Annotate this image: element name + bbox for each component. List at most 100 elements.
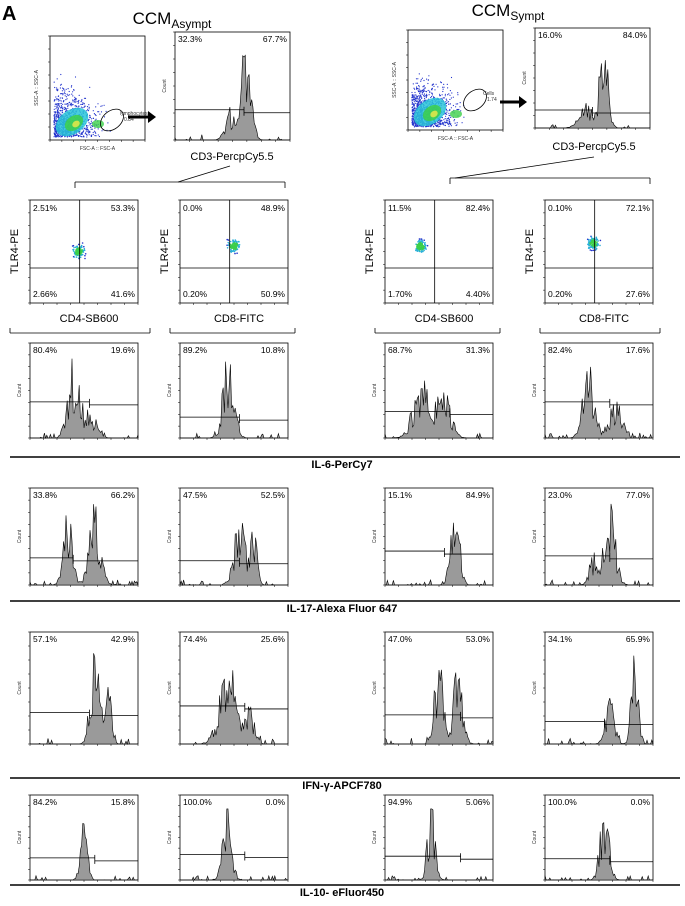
event-dot (463, 116, 465, 118)
event-dot (92, 117, 95, 119)
event-dot (103, 104, 105, 106)
event-dot (590, 241, 593, 244)
event-dot (592, 246, 594, 249)
event-dot (235, 247, 238, 249)
gate-percent: 74.4% (183, 634, 208, 644)
count-label: Count (532, 830, 538, 844)
event-dot (65, 96, 68, 98)
event-dot (60, 73, 62, 76)
event-dot (449, 109, 451, 112)
event-dot (416, 88, 418, 90)
event-dot (434, 89, 436, 91)
event-dot (65, 99, 67, 101)
event-dot (77, 102, 79, 104)
event-dot (226, 238, 228, 241)
event-dot (72, 99, 74, 101)
event-dot (89, 86, 91, 88)
event-dot (446, 101, 448, 103)
event-dot (412, 122, 414, 124)
event-dot (414, 109, 416, 111)
quadrant-x-label: CD8-FITC (214, 313, 264, 325)
event-dot (428, 75, 430, 77)
event-dot (92, 110, 94, 112)
event-dot (417, 95, 419, 97)
event-dot (432, 96, 435, 98)
event-dot (587, 242, 590, 244)
cd3-label: CD3-PercpCy5.5 (190, 151, 273, 163)
event-dot (83, 135, 85, 137)
event-dot (82, 107, 84, 109)
event-dot (417, 78, 419, 80)
event-dot (589, 249, 592, 251)
histogram (30, 823, 138, 881)
group-title: CCMSympt (472, 1, 545, 23)
gate-percent: 34.1% (548, 634, 573, 644)
event-dot (430, 125, 432, 127)
event-dot (80, 106, 82, 108)
count-label: Count (532, 529, 538, 543)
event-dot (446, 113, 448, 115)
event-dot (415, 123, 417, 126)
event-dot (97, 103, 99, 105)
event-dot (418, 250, 421, 253)
event-dot (459, 102, 461, 104)
gate-percent: 100.0% (183, 797, 212, 807)
event-dot (423, 79, 425, 82)
event-dot (418, 244, 420, 246)
event-dot (442, 122, 444, 124)
event-dot (435, 124, 437, 126)
event-dot (592, 249, 595, 252)
plot-frame (544, 199, 654, 304)
event-dot (425, 95, 427, 97)
gate-percent: 31.3% (466, 345, 491, 355)
event-dot (591, 237, 593, 240)
event-dot (444, 118, 446, 120)
quadrant-x-label: CD8-FITC (579, 313, 629, 325)
event-dot (449, 103, 451, 105)
event-dot (444, 122, 447, 124)
event-dot (101, 105, 103, 107)
event-dot (417, 89, 419, 91)
event-dot (58, 104, 60, 106)
event-dot (419, 89, 421, 91)
event-dot (441, 94, 443, 96)
event-dot (595, 238, 598, 241)
event-dot (87, 131, 89, 133)
plot-frame (29, 487, 139, 586)
event-dot (229, 246, 232, 248)
event-dot (64, 90, 66, 92)
event-dot (415, 125, 417, 127)
event-dot (73, 99, 75, 101)
event-dot (440, 81, 442, 83)
event-dot (443, 119, 445, 121)
density-core (430, 110, 438, 118)
event-dot (236, 243, 238, 245)
event-dot (419, 93, 421, 95)
event-dot (431, 92, 433, 94)
event-dot (415, 249, 417, 252)
event-dot (421, 241, 424, 244)
event-dot (454, 122, 456, 124)
event-dot (62, 108, 64, 110)
quadrant-percent: 1.70% (388, 289, 413, 299)
event-dot (441, 120, 443, 122)
event-dot (599, 244, 601, 247)
event-dot (423, 239, 426, 241)
event-dot (459, 106, 461, 108)
event-dot (73, 246, 75, 249)
event-dot (66, 136, 68, 138)
event-dot (448, 93, 450, 95)
event-dot (60, 107, 62, 109)
event-dot (420, 101, 423, 103)
event-dot (422, 86, 424, 88)
event-dot (420, 79, 422, 81)
quadrant-percent: 11.5% (388, 203, 412, 213)
histogram (385, 522, 493, 586)
event-dot (448, 112, 450, 114)
event-dot (412, 108, 414, 111)
event-dot (422, 89, 424, 91)
event-dot (445, 115, 447, 117)
event-dot (411, 117, 413, 119)
event-dot (450, 116, 452, 118)
gate-percent: 94.9% (388, 797, 413, 807)
